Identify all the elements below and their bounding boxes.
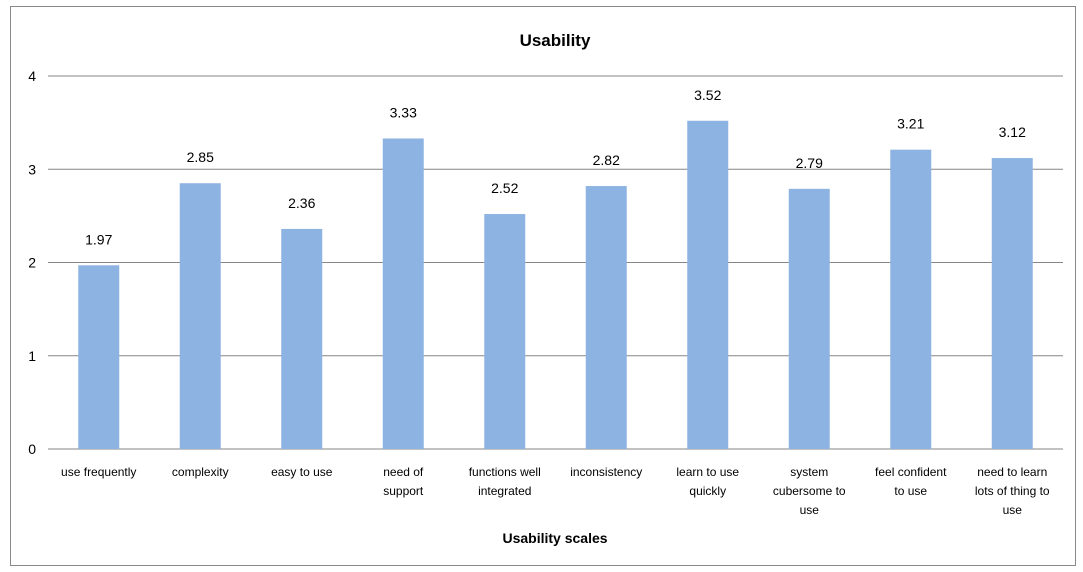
bar-4 <box>382 138 424 450</box>
data-label: 2.82 <box>593 152 620 168</box>
data-label: 2.85 <box>187 149 214 165</box>
x-category-label: complexity <box>172 465 229 479</box>
data-labels: 1.97 2.85 2.36 3.33 2.52 2.82 3.52 2.79 3.21 3.12 <box>85 87 1026 248</box>
x-category-label: easy to use <box>271 465 333 479</box>
chart-title: Usability <box>520 31 591 50</box>
data-label: 3.52 <box>694 87 721 103</box>
x-category-label: system cubersome to use <box>773 465 846 517</box>
y-axis-ticks: 0 1 2 3 4 <box>28 68 36 457</box>
bar-8 <box>788 188 830 449</box>
y-tick-label: 4 <box>28 68 36 84</box>
x-category-label: learn to use quickly <box>676 465 739 498</box>
bar-9 <box>890 149 932 450</box>
data-label: 3.33 <box>390 104 417 120</box>
data-label: 2.79 <box>796 155 823 171</box>
bar-3 <box>281 228 323 449</box>
y-tick-label: 0 <box>28 441 36 457</box>
y-tick-label: 3 <box>28 161 36 177</box>
data-label: 1.97 <box>85 231 112 247</box>
bar-7 <box>687 120 729 449</box>
bar-6 <box>585 186 627 449</box>
bar-5 <box>484 214 526 449</box>
bar-2 <box>179 183 221 450</box>
x-category-label: functions well integrated <box>469 465 541 498</box>
y-tick-label: 2 <box>28 255 36 271</box>
x-category-label: feel confident to use <box>875 465 947 498</box>
bar-10 <box>991 158 1033 449</box>
x-category-label: need to learn lots of thing to use <box>975 465 1050 517</box>
x-axis-title: Usability scales <box>502 530 607 546</box>
bar-1 <box>78 265 120 449</box>
data-label: 3.21 <box>897 116 924 132</box>
data-label: 2.52 <box>491 180 518 196</box>
x-category-label: inconsistency <box>570 465 642 479</box>
x-category-label: use frequently <box>61 465 136 479</box>
bars <box>78 120 1033 450</box>
data-label: 2.36 <box>288 195 315 211</box>
x-category-label: need of support <box>383 465 424 498</box>
y-tick-label: 1 <box>28 348 36 364</box>
x-axis-categories: use frequently complexity easy to use need … <box>61 465 1050 517</box>
data-label: 3.12 <box>999 124 1026 140</box>
